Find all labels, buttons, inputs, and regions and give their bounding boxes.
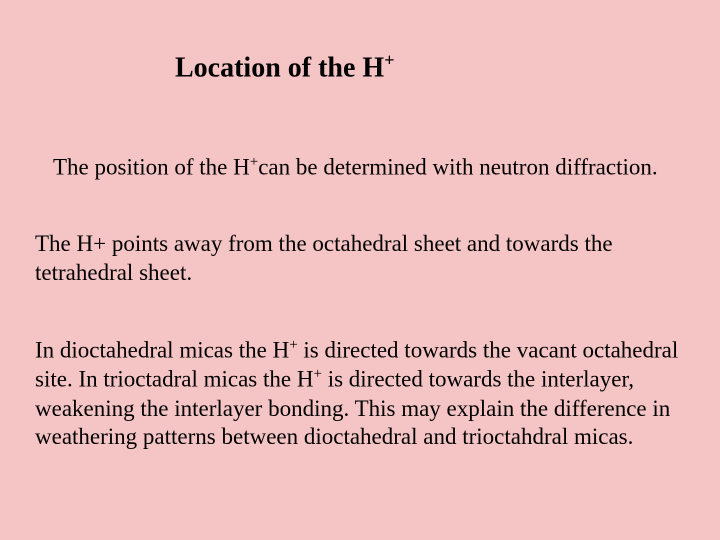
p2-run-0: The H+ points away from the octahedral s…	[35, 231, 613, 285]
slide-title: Location of the H+	[175, 50, 685, 85]
p1-run-2: can be determined with neutron diffracti…	[258, 155, 657, 180]
paragraph-1: The position of the H+can be determined …	[53, 153, 685, 182]
title-text: Location of the H	[175, 52, 384, 83]
title-superscript: +	[384, 50, 394, 70]
p3-run-1-sup: +	[289, 337, 297, 353]
p3-run-3-sup: +	[313, 366, 321, 382]
p1-run-1-sup: +	[250, 154, 258, 170]
slide-container: Location of the H+ The position of the H…	[0, 0, 720, 540]
paragraph-3: In dioctahedral micas the H+ is directed…	[35, 336, 685, 452]
p3-run-0: In dioctahedral micas the H	[35, 337, 289, 362]
p1-run-0: The position of the H	[53, 155, 250, 180]
paragraph-2: The H+ points away from the octahedral s…	[35, 230, 685, 288]
